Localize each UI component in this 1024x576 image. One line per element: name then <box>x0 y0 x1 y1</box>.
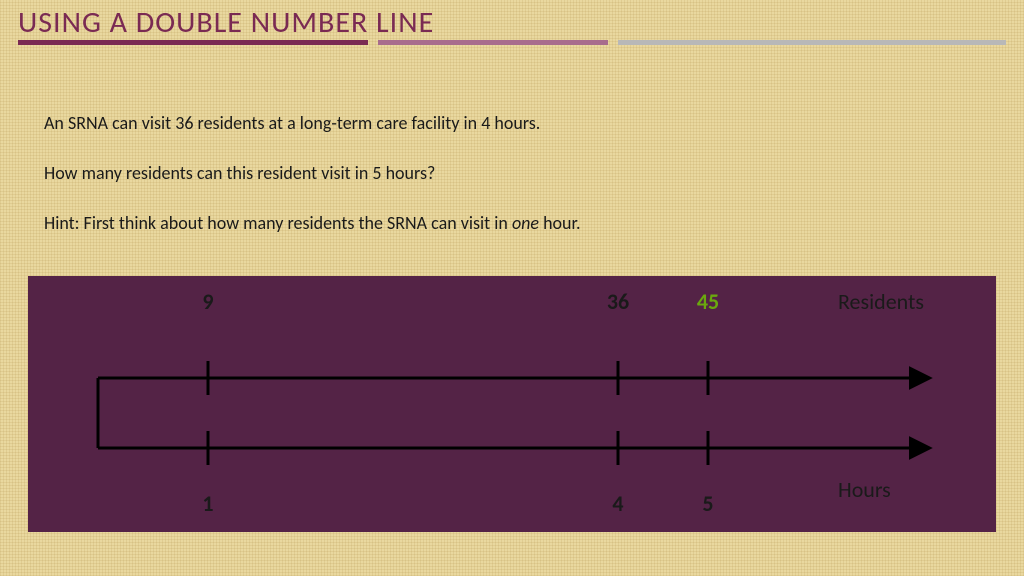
hint-suffix: hour. <box>539 212 580 234</box>
page-title: USING A DOUBLE NUMBER LINE <box>18 4 434 41</box>
underline-seg-2 <box>378 40 608 45</box>
tick-label: 4 <box>612 490 623 517</box>
underline-seg-3 <box>618 40 1006 45</box>
tick-label: 36 <box>607 288 629 315</box>
double-number-line-diagram: Residents Hours 93645145 <box>28 276 996 532</box>
tick-label: 5 <box>702 490 713 517</box>
problem-hint: Hint: First think about how many residen… <box>44 212 581 235</box>
axis-label-residents: Residents <box>838 288 924 315</box>
tick-label: 9 <box>202 288 213 315</box>
problem-line-2: How many residents can this resident vis… <box>44 162 435 185</box>
underline-seg-1 <box>18 40 368 45</box>
hint-em: one <box>512 212 539 234</box>
tick-label: 45 <box>697 288 719 315</box>
hint-prefix: Hint: First think about how many residen… <box>44 212 512 234</box>
page-title-text: USING A DOUBLE NUMBER LINE <box>18 4 434 41</box>
axis-label-hours: Hours <box>838 476 891 503</box>
title-underline <box>18 40 1006 46</box>
problem-line-1: An SRNA can visit 36 residents at a long… <box>44 112 540 135</box>
tick-label: 1 <box>202 490 213 517</box>
